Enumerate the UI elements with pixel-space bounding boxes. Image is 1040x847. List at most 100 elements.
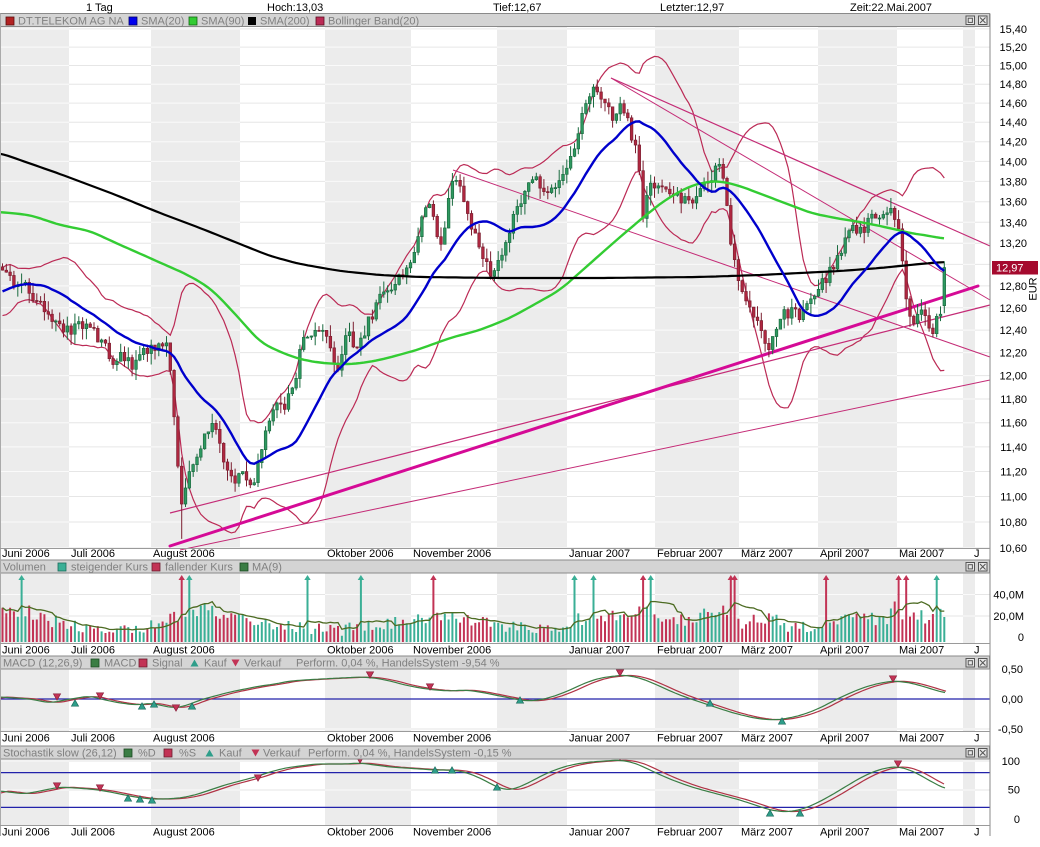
svg-text:August 2006: August 2006	[153, 733, 215, 745]
svg-text:März 2007: März 2007	[741, 645, 793, 657]
svg-text:November 2006: November 2006	[413, 827, 491, 839]
svg-text:0,50: 0,50	[1002, 664, 1023, 676]
svg-text:20,0M: 20,0M	[993, 611, 1024, 623]
svg-text:-0,50: -0,50	[998, 724, 1023, 736]
svg-text:J: J	[974, 645, 980, 657]
svg-text:Perform. 0,04 %, HandelsSystem: Perform. 0,04 %, HandelsSystem -9,54 %	[296, 658, 500, 670]
svg-text:Kauf: Kauf	[204, 658, 228, 670]
svg-text:14,80: 14,80	[999, 79, 1027, 91]
svg-text:0: 0	[1014, 814, 1020, 826]
svg-text:April 2007: April 2007	[820, 733, 870, 745]
svg-text:Juni 2006: Juni 2006	[2, 733, 50, 745]
svg-text:Oktober 2006: Oktober 2006	[327, 548, 394, 560]
svg-text:Bollinger Band(20): Bollinger Band(20)	[328, 16, 419, 28]
svg-text:11,20: 11,20	[1000, 467, 1027, 479]
svg-text:SMA(90): SMA(90)	[201, 16, 244, 28]
svg-text:SMA(20): SMA(20)	[141, 16, 184, 28]
svg-text:August 2006: August 2006	[153, 645, 215, 657]
svg-text:J: J	[974, 827, 980, 839]
svg-text:40,0M: 40,0M	[993, 590, 1024, 602]
svg-text:Signal: Signal	[152, 658, 183, 670]
svg-text:13,40: 13,40	[999, 217, 1027, 229]
svg-text:Juni 2006: Juni 2006	[2, 645, 50, 657]
svg-text:November 2006: November 2006	[413, 733, 491, 745]
svg-text:50: 50	[1008, 785, 1020, 797]
svg-text:14,40: 14,40	[999, 117, 1027, 129]
svg-text:12,97: 12,97	[996, 263, 1024, 275]
svg-text:Perform. 0,04 %, HandelsSystem: Perform. 0,04 %, HandelsSystem -0,15 %	[308, 748, 512, 760]
svg-text:Oktober 2006: Oktober 2006	[327, 645, 394, 657]
svg-text:12,00: 12,00	[999, 371, 1027, 383]
svg-text:Juli 2006: Juli 2006	[71, 733, 115, 745]
svg-text:13,20: 13,20	[999, 238, 1027, 250]
svg-text:November 2006: November 2006	[413, 548, 491, 560]
svg-text:J: J	[974, 548, 980, 560]
svg-text:Juli 2006: Juli 2006	[71, 827, 115, 839]
svg-text:11,60: 11,60	[1000, 418, 1027, 430]
svg-text:Mai 2007: Mai 2007	[899, 827, 944, 839]
svg-text:12,60: 12,60	[999, 303, 1027, 315]
svg-text:J: J	[974, 733, 980, 745]
svg-text:April 2007: April 2007	[820, 548, 870, 560]
svg-text:Hoch:13,03: Hoch:13,03	[267, 2, 323, 14]
svg-text:14,20: 14,20	[999, 137, 1027, 149]
svg-text:Februar 2007: Februar 2007	[657, 827, 723, 839]
svg-text:13,80: 13,80	[999, 176, 1027, 188]
svg-text:MACD: MACD	[104, 658, 136, 670]
svg-text:Juni 2006: Juni 2006	[2, 548, 50, 560]
svg-text:11,80: 11,80	[1000, 394, 1027, 406]
svg-text:Januar 2007: Januar 2007	[569, 548, 630, 560]
svg-text:15,00: 15,00	[999, 61, 1027, 73]
svg-text:SMA(200): SMA(200)	[260, 16, 310, 28]
svg-text:Februar 2007: Februar 2007	[657, 548, 723, 560]
svg-text:Letzter:12,97: Letzter:12,97	[660, 2, 724, 14]
svg-text:13,60: 13,60	[999, 197, 1027, 209]
svg-text:Stochastik slow (26,12): Stochastik slow (26,12)	[3, 748, 117, 760]
svg-text:Mai 2007: Mai 2007	[899, 645, 944, 657]
svg-text:Verkauf: Verkauf	[244, 658, 282, 670]
svg-text:10,60: 10,60	[999, 543, 1027, 555]
svg-text:15,40: 15,40	[999, 24, 1027, 36]
svg-text:MA(9): MA(9)	[252, 562, 282, 574]
svg-text:Volumen: Volumen	[3, 562, 46, 574]
svg-text:11,00: 11,00	[1000, 492, 1027, 504]
svg-text:12,80: 12,80	[999, 281, 1027, 293]
svg-text:Tief:12,67: Tief:12,67	[493, 2, 542, 14]
svg-text:%S: %S	[179, 748, 196, 760]
svg-text:Januar 2007: Januar 2007	[569, 827, 630, 839]
svg-text:Mai 2007: Mai 2007	[899, 733, 944, 745]
svg-text:0: 0	[1018, 632, 1024, 644]
svg-text:100: 100	[1002, 756, 1020, 768]
svg-text:Oktober 2006: Oktober 2006	[327, 733, 394, 745]
svg-text:Juli 2006: Juli 2006	[71, 645, 115, 657]
svg-text:März 2007: März 2007	[741, 733, 793, 745]
svg-text:Zeit:22.Mai.2007: Zeit:22.Mai.2007	[850, 2, 932, 14]
svg-text:1 Tag: 1 Tag	[86, 2, 113, 14]
svg-text:10,80: 10,80	[999, 517, 1027, 529]
svg-text:März 2007: März 2007	[741, 827, 793, 839]
svg-text:August 2006: August 2006	[153, 827, 215, 839]
svg-text:Januar 2007: Januar 2007	[569, 645, 630, 657]
svg-text:14,60: 14,60	[999, 98, 1027, 110]
svg-text:12,40: 12,40	[999, 325, 1027, 337]
svg-text:Juli 2006: Juli 2006	[71, 548, 115, 560]
svg-text:Juni 2006: Juni 2006	[2, 827, 50, 839]
svg-text:0,00: 0,00	[1002, 694, 1023, 706]
svg-text:%D: %D	[138, 748, 156, 760]
svg-text:Mai 2007: Mai 2007	[899, 548, 944, 560]
svg-text:April 2007: April 2007	[820, 645, 870, 657]
svg-text:November 2006: November 2006	[413, 645, 491, 657]
svg-text:DT.TELEKOM AG NA: DT.TELEKOM AG NA	[18, 16, 124, 28]
svg-text:fallender Kurs: fallender Kurs	[165, 562, 233, 574]
svg-text:April 2007: April 2007	[820, 827, 870, 839]
svg-text:11,40: 11,40	[1000, 442, 1027, 454]
svg-text:Verkauf: Verkauf	[263, 748, 301, 760]
svg-text:15,20: 15,20	[999, 42, 1027, 54]
svg-text:EUR: EUR	[1028, 277, 1040, 300]
svg-text:MACD (12,26,9): MACD (12,26,9)	[3, 658, 82, 670]
svg-text:März 2007: März 2007	[741, 548, 793, 560]
svg-text:Oktober 2006: Oktober 2006	[327, 827, 394, 839]
svg-text:12,20: 12,20	[999, 348, 1027, 360]
svg-text:Kauf: Kauf	[219, 748, 243, 760]
svg-text:August 2006: August 2006	[153, 548, 215, 560]
